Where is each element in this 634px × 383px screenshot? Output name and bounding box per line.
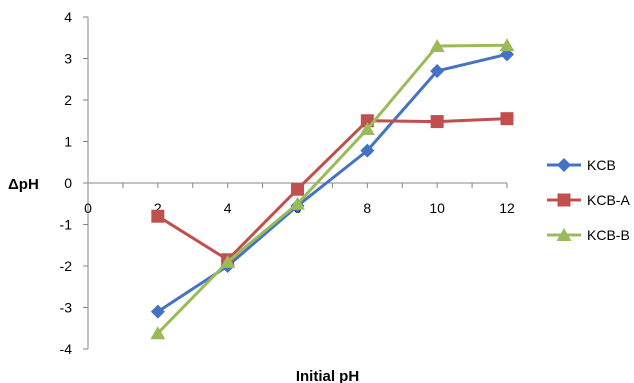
data-point [291, 183, 304, 196]
data-point [557, 158, 571, 172]
legend-label: KCB-B [587, 227, 630, 243]
x-tick-label: 0 [84, 200, 92, 216]
y-tick-label: 2 [64, 92, 72, 108]
y-tick-label: -2 [60, 258, 73, 274]
y-tick-label: 0 [64, 175, 72, 191]
legend-item-kcb-b: KCB-B [547, 227, 630, 243]
x-tick-label: 10 [429, 200, 445, 216]
y-tick-label: 3 [64, 51, 72, 67]
y-tick-label: 4 [64, 9, 72, 25]
y-axis-title: ΔpH [8, 176, 39, 193]
series-kcb-b [150, 38, 514, 339]
legend-item-kcb: KCB [547, 157, 616, 173]
legend-label: KCB-A [587, 192, 630, 208]
x-tick-label: 4 [224, 200, 232, 216]
x-axis-title: Initial pH [296, 368, 359, 383]
legend-label: KCB [587, 157, 616, 173]
series-layer [150, 38, 514, 339]
series-line [158, 119, 507, 260]
data-point [151, 210, 164, 223]
data-point [558, 194, 571, 207]
y-tick-label: -1 [60, 217, 73, 233]
y-tick-label: 1 [64, 134, 72, 150]
series-kcb-a [151, 112, 513, 266]
x-tick-label: 12 [499, 200, 515, 216]
data-point [431, 115, 444, 128]
data-point [501, 112, 514, 125]
y-tick-label: -4 [60, 341, 73, 357]
series-line [158, 45, 507, 333]
legend: KCB KCB-A KCB-B [547, 157, 630, 243]
y-tick-label: -3 [60, 300, 73, 316]
x-tick-label: 8 [363, 200, 371, 216]
legend-item-kcb-a: KCB-A [547, 192, 630, 208]
